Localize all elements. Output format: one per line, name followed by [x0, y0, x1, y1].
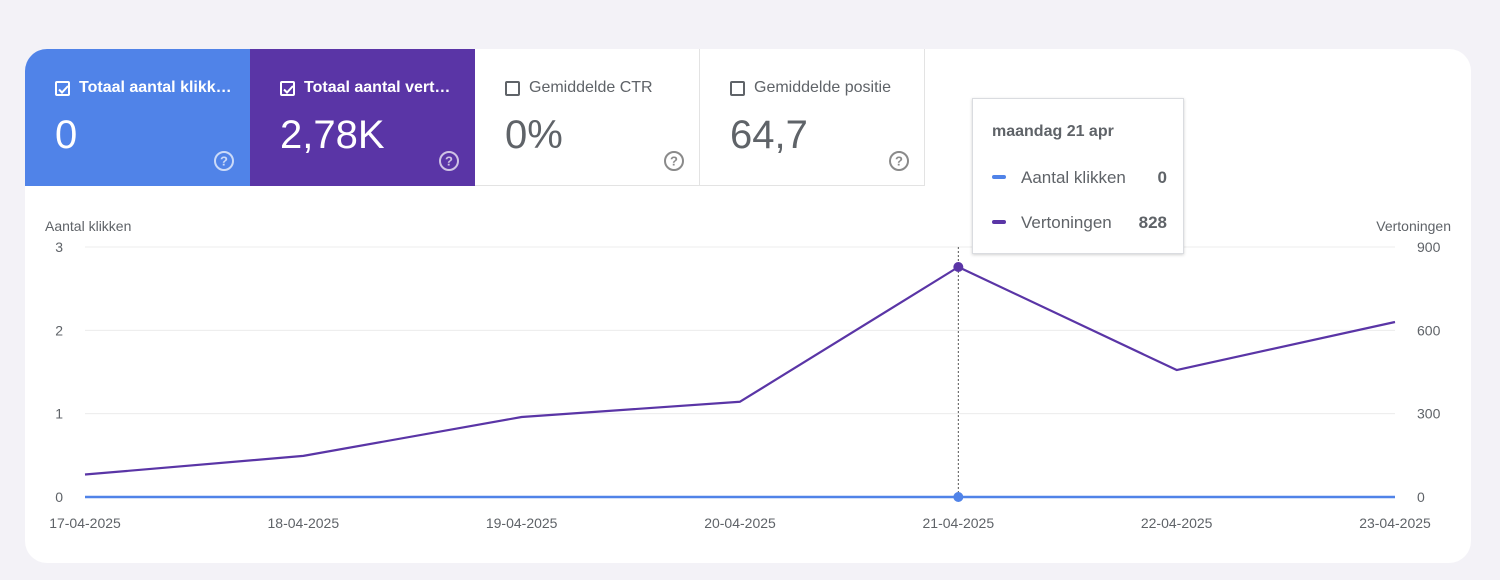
- x-tick-label: 20-04-2025: [704, 515, 776, 531]
- checkbox-clicks[interactable]: [55, 81, 70, 96]
- metric-average-position[interactable]: Gemiddelde positie 64,7 ?: [700, 49, 925, 186]
- data-point-highlight: [953, 262, 964, 272]
- legend-swatch-impressions: [992, 220, 1006, 224]
- metric-value: 64,7: [730, 113, 808, 157]
- metric-value: 0: [55, 113, 78, 157]
- chart-grid: [85, 246, 1395, 415]
- y-tick-left: 2: [55, 322, 63, 338]
- y-tick-left: 3: [55, 239, 63, 255]
- chart-tooltip: maandag 21 apr Aantal klikken 0 Vertonin…: [972, 98, 1184, 254]
- legend-swatch-clicks: [992, 175, 1006, 179]
- tooltip-row-impressions: Vertoningen 828: [992, 211, 1167, 233]
- metric-average-ctr[interactable]: Gemiddelde CTR 0% ?: [475, 49, 700, 186]
- metric-label: Gemiddelde CTR: [529, 79, 653, 96]
- metric-value: 2,78K: [280, 113, 385, 157]
- y-tick-right: 0: [1417, 489, 1425, 505]
- y-tick-right: 300: [1417, 406, 1441, 422]
- y-tick-right: 600: [1417, 322, 1441, 338]
- checkbox-impressions[interactable]: [280, 81, 295, 96]
- tooltip-title: maandag 21 apr: [992, 123, 1114, 140]
- performance-card: 0 1 2 3 0 300 600 900 Aantal klikken Vertoningen 1…: [25, 49, 1471, 563]
- svg-text:?: ?: [220, 154, 228, 169]
- metric-value: 0%: [505, 113, 563, 157]
- metric-label: Totaal aantal klikk…: [79, 79, 232, 96]
- help-icon[interactable]: ?: [888, 150, 910, 172]
- tooltip-row-name: Vertoningen: [1021, 213, 1112, 232]
- data-point-highlight: [953, 492, 964, 502]
- help-icon[interactable]: ?: [438, 150, 460, 172]
- metric-label: Totaal aantal vert…: [304, 79, 451, 96]
- x-tick-label: 19-04-2025: [486, 515, 558, 531]
- y-tick-right: 900: [1417, 239, 1441, 255]
- series-line-impressions: [84, 265, 1396, 476]
- tooltip-row-value: 0: [1157, 168, 1167, 187]
- tooltip-row-name: Aantal klikken: [1021, 168, 1126, 187]
- metric-total-impressions[interactable]: Totaal aantal vert… 2,78K ?: [250, 49, 475, 186]
- x-tick-label: 23-04-2025: [1359, 515, 1431, 531]
- x-tick-label: 21-04-2025: [923, 515, 995, 531]
- help-icon[interactable]: ?: [213, 150, 235, 172]
- chart-marks: [953, 262, 964, 502]
- metric-label: Gemiddelde positie: [754, 79, 891, 96]
- svg-text:?: ?: [895, 154, 903, 169]
- tooltip-row-value: 828: [1138, 213, 1167, 232]
- performance-chart: 0 1 2 3 0 300 600 900 Aantal klikken Vertoningen 1…: [45, 218, 1451, 531]
- x-tick-label: 18-04-2025: [268, 515, 340, 531]
- tooltip-row-clicks: Aantal klikken 0: [992, 166, 1167, 188]
- help-icon[interactable]: ?: [663, 150, 685, 172]
- checkbox-ctr[interactable]: [505, 81, 520, 96]
- x-tick-label: 17-04-2025: [49, 515, 121, 531]
- y-tick-left: 1: [55, 406, 63, 422]
- y-axis-title-right: Vertoningen: [1376, 218, 1451, 234]
- svg-text:?: ?: [445, 154, 453, 169]
- x-tick-label: 22-04-2025: [1141, 515, 1213, 531]
- checkbox-position[interactable]: [730, 81, 745, 96]
- y-tick-left: 0: [55, 489, 63, 505]
- chart-axis-labels: 0 1 2 3 0 300 600 900 Aantal klikken Vertoningen 1…: [45, 218, 1451, 531]
- chart-series: [84, 247, 1396, 499]
- svg-text:?: ?: [670, 154, 678, 169]
- y-axis-title-left: Aantal klikken: [45, 218, 131, 234]
- metric-total-clicks[interactable]: Totaal aantal klikk… 0 ?: [25, 49, 250, 186]
